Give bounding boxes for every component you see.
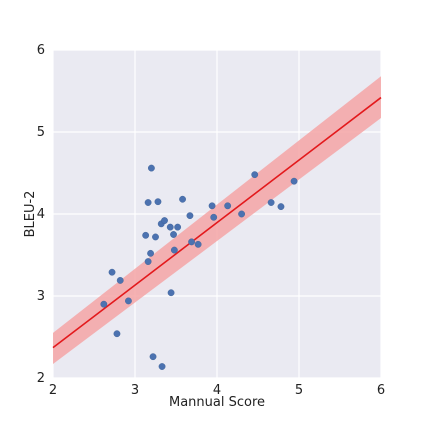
y-tick-label: 3 (37, 289, 45, 304)
data-point (154, 198, 162, 206)
data-point (224, 202, 232, 210)
regression-line (52, 96, 382, 349)
y-tick-label: 4 (37, 207, 45, 222)
data-point (142, 231, 150, 239)
tick-labels: 2 3 4 5 6 2 3 4 5 6 (37, 43, 385, 398)
data-point (144, 258, 152, 265)
x-axis-label: Mannual Score (169, 395, 265, 410)
confidence-band (53, 76, 381, 365)
x-tick-label: 5 (295, 383, 303, 398)
y-axis-label: BLEU-2 (23, 191, 38, 238)
data-point (161, 217, 168, 224)
data-point (188, 238, 195, 246)
data-point (251, 171, 259, 179)
data-point (277, 203, 285, 211)
x-tick-label: 2 (49, 383, 57, 398)
data-point (167, 289, 175, 297)
y-tick-label: 5 (37, 125, 45, 140)
scatter-points (100, 164, 298, 370)
data-point (179, 195, 186, 203)
data-point (174, 223, 182, 231)
data-point (170, 246, 178, 254)
data-point (166, 223, 174, 231)
data-point (108, 268, 116, 276)
data-point (238, 210, 246, 218)
data-point (116, 277, 124, 284)
data-point (147, 164, 155, 172)
data-point (144, 199, 152, 206)
data-point (152, 233, 159, 241)
data-point (186, 212, 194, 220)
x-tick-label: 3 (131, 383, 139, 398)
data-point (125, 297, 132, 305)
data-point (158, 363, 166, 370)
data-point (147, 249, 154, 257)
data-point (290, 177, 298, 185)
data-point (210, 213, 218, 221)
data-point (113, 330, 121, 338)
data-point (149, 353, 157, 361)
x-tick-label: 4 (213, 383, 221, 398)
data-point (100, 300, 108, 308)
data-point (208, 202, 216, 210)
data-point (194, 240, 202, 248)
data-point (267, 199, 275, 206)
y-tick-label: 6 (37, 43, 45, 58)
y-tick-label: 2 (37, 371, 45, 386)
data-point (170, 231, 177, 238)
x-tick-label: 6 (377, 383, 385, 398)
